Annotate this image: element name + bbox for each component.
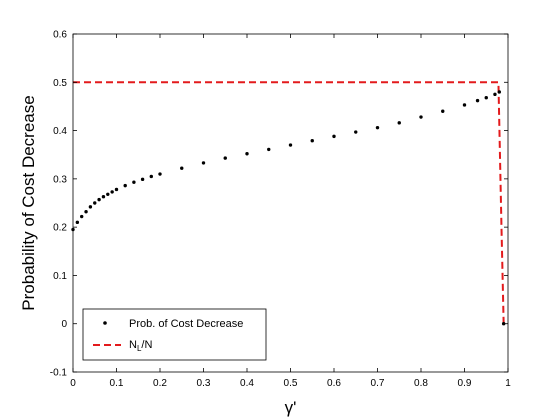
x-tick-label: 0.9 [458,378,472,389]
legend-box [82,308,267,361]
data-point [475,98,480,103]
data-point [88,205,93,209]
data-point [462,103,467,107]
series-layer [71,81,506,326]
x-tick-label: 0.7 [371,378,385,389]
y-tick-label: 0.2 [53,223,67,234]
x-tick-label: 0.2 [153,378,167,389]
x-tick-label: 0.4 [240,378,254,389]
data-point [114,187,119,192]
legend-label-suffix: /N [141,339,152,351]
y-tick-label: -0.1 [50,368,68,379]
data-point [149,174,153,179]
data-point [140,177,145,182]
data-point [110,190,114,194]
legend-label-nl-over-n: NL/N [129,339,152,353]
data-point [101,195,106,199]
data-point [106,192,110,197]
legend-item-prob-cost-decrease: Prob. of Cost Decrease [103,318,243,330]
y-tick-label: 0.6 [53,30,67,41]
legend-item-nl-over-n: NL/N [93,339,152,353]
data-point [84,209,88,214]
data-point [493,92,497,97]
x-tick-label: 0.8 [414,378,428,389]
data-point [180,166,184,170]
data-point [332,134,336,139]
y-tick-label: 0.5 [53,78,67,89]
data-point [310,139,314,143]
x-axis-ticks: 0 0.1 0.2 0.3 0.4 0.5 0.6 0.7 0.8 0.9 1 [70,34,511,389]
legend-marker-dot [103,321,107,325]
x-tick-label: 0.3 [197,378,211,389]
series-nl-over-n-line [73,81,505,324]
data-point [497,90,501,94]
data-point [93,201,97,205]
y-tick-label: 0.3 [53,174,67,185]
data-point [97,197,101,202]
x-tick-label: 1 [505,378,511,389]
data-point [80,214,84,219]
data-point [288,143,293,147]
y-axis-ticks: -0.1 0 0.1 0.2 0.3 0.4 0.5 0.6 [50,30,508,379]
y-tick-label: 0.1 [53,271,67,282]
data-point [441,109,445,113]
legend: Prob. of Cost Decrease NL/N [82,308,267,361]
legend-label-n: N [129,339,137,351]
x-tick-label: 0.1 [110,378,124,389]
data-point [501,322,506,326]
x-tick-label: 0.6 [327,378,341,389]
data-point [201,161,206,165]
y-axis-title: Probability of Cost Decrease [19,95,38,310]
data-point [354,130,358,134]
data-point [375,125,380,130]
data-point [419,115,423,119]
data-point [132,180,136,184]
data-point [223,156,227,160]
data-point [245,152,249,156]
x-tick-label: 0.5 [284,378,298,389]
data-point [267,147,271,152]
x-tick-label: 0 [70,378,76,389]
legend-label-prob-cost-decrease: Prob. of Cost Decrease [129,318,243,330]
data-point [397,121,401,125]
data-point [484,96,488,100]
data-point [75,220,80,225]
data-point [123,183,127,188]
x-axis-title: γ' [285,398,297,417]
y-tick-label: 0.4 [53,126,67,137]
legend-label-subscript: L [137,344,142,353]
y-tick-label: 0 [61,319,67,330]
data-point [158,172,162,176]
